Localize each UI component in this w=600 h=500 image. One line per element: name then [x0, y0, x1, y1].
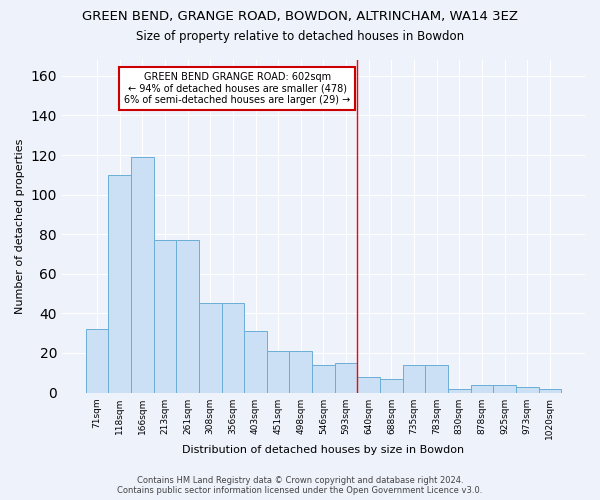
Bar [539, 388, 561, 392]
Text: Contains HM Land Registry data © Crown copyright and database right 2024.
Contai: Contains HM Land Registry data © Crown c… [118, 476, 482, 495]
Bar [244, 331, 267, 392]
Bar [176, 240, 199, 392]
Bar [493, 384, 516, 392]
Text: GREEN BEND, GRANGE ROAD, BOWDON, ALTRINCHAM, WA14 3EZ: GREEN BEND, GRANGE ROAD, BOWDON, ALTRINC… [82, 10, 518, 23]
Bar [335, 363, 358, 392]
Bar [380, 378, 403, 392]
Text: Size of property relative to detached houses in Bowdon: Size of property relative to detached ho… [136, 30, 464, 43]
Bar [516, 386, 539, 392]
Bar [289, 351, 312, 393]
Bar [312, 365, 335, 392]
Bar [425, 365, 448, 392]
Bar [403, 365, 425, 392]
Bar [358, 376, 380, 392]
Bar [154, 240, 176, 392]
Bar [131, 157, 154, 392]
Text: GREEN BEND GRANGE ROAD: 602sqm
← 94% of detached houses are smaller (478)
6% of : GREEN BEND GRANGE ROAD: 602sqm ← 94% of … [124, 72, 350, 105]
Y-axis label: Number of detached properties: Number of detached properties [15, 138, 25, 314]
Bar [199, 304, 221, 392]
Bar [221, 304, 244, 392]
X-axis label: Distribution of detached houses by size in Bowdon: Distribution of detached houses by size … [182, 445, 464, 455]
Bar [267, 351, 289, 393]
Bar [470, 384, 493, 392]
Bar [86, 329, 109, 392]
Bar [448, 388, 470, 392]
Bar [109, 175, 131, 392]
